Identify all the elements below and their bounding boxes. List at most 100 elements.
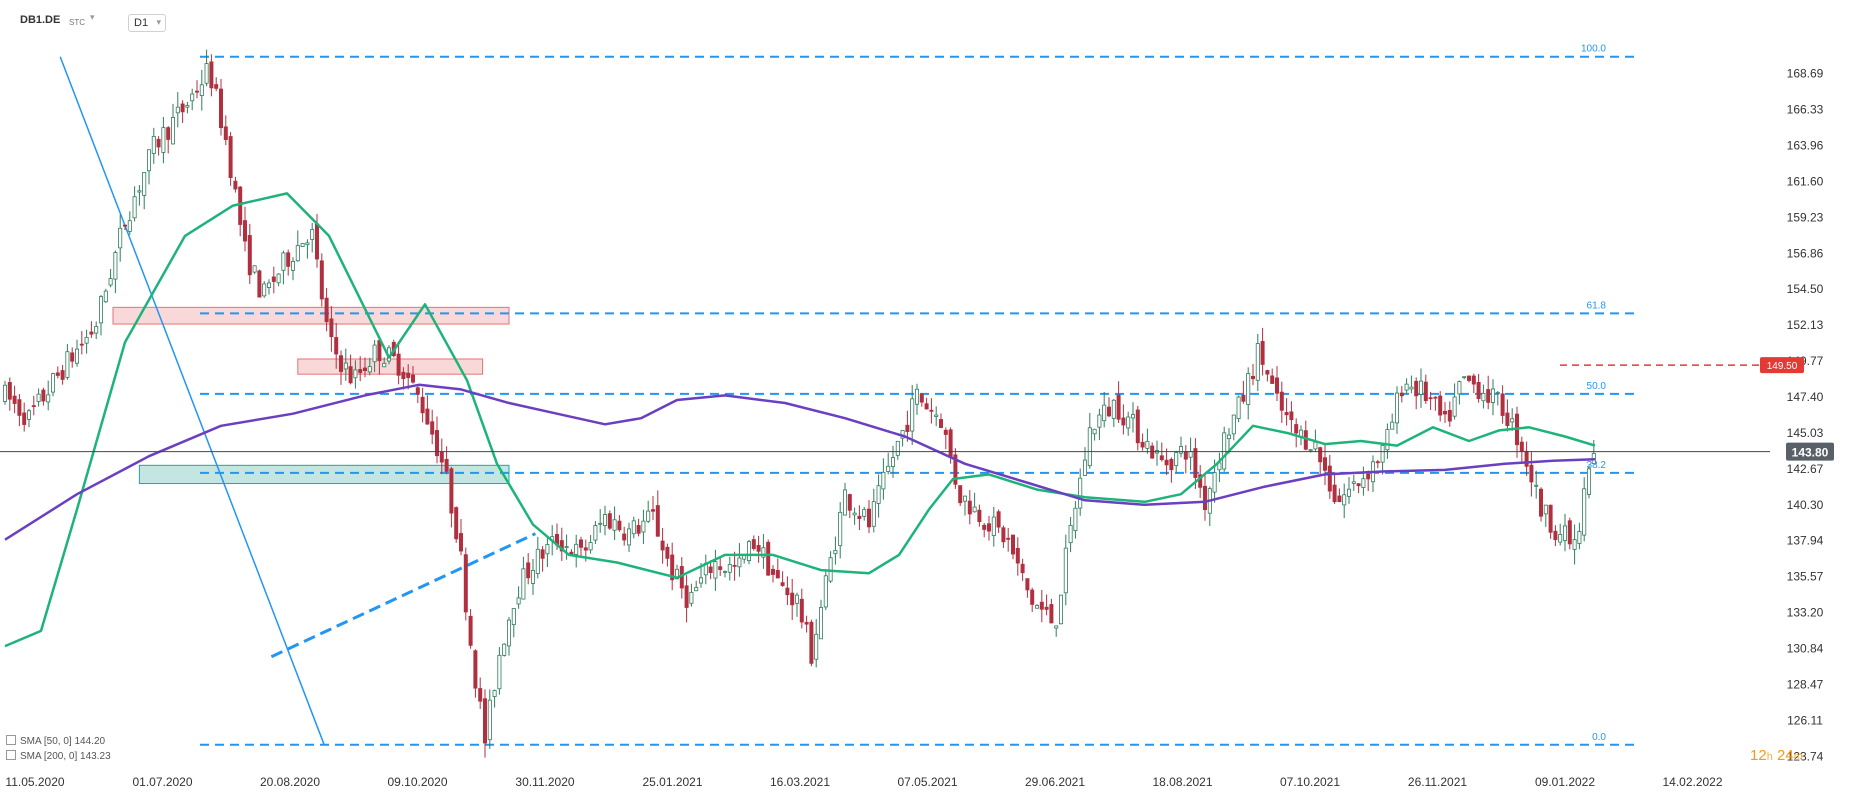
x-axis-tick: 29.06.2021 [1025,775,1085,789]
candle-body [516,597,521,605]
candle-body [343,362,348,370]
symbol-label[interactable]: DB1.DE [20,14,61,26]
candle-body [458,533,463,552]
candle-body [1476,382,1481,399]
candle-body [747,541,752,561]
candle-body [372,344,377,363]
countdown-hours: 12 [1750,747,1767,764]
candle-body [415,387,420,395]
sma200-line[interactable] [4,383,1596,541]
legend-sma200[interactable]: SMA [200, 0] 143.23 [6,750,111,762]
candle-body [113,252,118,280]
sma50-line[interactable] [4,192,1596,648]
candle-body [943,429,948,435]
candle-body [852,512,857,516]
candle-body [1030,589,1035,605]
candle-body [1054,625,1059,629]
instrument-type: STC [69,18,85,27]
candle-body [665,546,670,559]
candle-body [84,336,89,344]
candle-body [1323,457,1328,471]
candle-body [1222,432,1227,470]
candle-body [545,544,550,555]
candle-body [670,554,675,581]
candle-body [1404,383,1409,391]
fib-level-label: 50.0 [1587,381,1607,392]
candle-body [1212,472,1217,493]
candle-body [1462,376,1467,379]
candle-body [1563,525,1568,541]
candle-body [290,260,295,271]
indicator-settings-icon[interactable] [6,735,16,745]
candle-body [1241,394,1246,402]
candle-body [1059,594,1064,625]
countdown-minutes: 24 [1776,747,1794,764]
candle-body [60,370,65,380]
candle-body [79,343,84,346]
candle-body [1111,399,1116,419]
candle-body [1486,389,1491,403]
timeframe-select[interactable]: D1 ▾ [128,14,166,32]
support-zone[interactable] [138,464,510,485]
candle-body [1284,412,1289,416]
timeframe-value: D1 [134,17,149,29]
candle-body [809,621,814,664]
candle-body [1265,370,1270,375]
candle-body [1577,531,1582,544]
candle-body [286,252,291,267]
fib-level-label: 61.8 [1587,300,1607,311]
candle-body [502,643,507,656]
indicator-settings-icon[interactable] [6,750,16,760]
candle-body [329,318,334,338]
candle-body [1145,440,1150,449]
candle-body [1337,495,1342,503]
legend-sma200-value: 143.23 [80,751,111,762]
fib-level-label: 38.2 [1587,460,1607,471]
candle-body [526,562,531,579]
candle-body [94,326,99,334]
candle-body [204,63,209,84]
y-axis-tick: 156.86 [1787,246,1824,260]
x-axis-tick: 09.10.2020 [387,775,447,789]
candle-body [799,598,804,623]
candle-body [727,564,732,573]
candle-body [612,519,617,531]
y-axis-tick: 161.60 [1787,174,1824,188]
y-axis-tick: 142.67 [1787,462,1824,476]
candle-body [1342,494,1347,506]
candle-body [603,514,608,526]
candle-body [166,127,171,140]
uptrend-trendline[interactable] [270,532,537,659]
candle-body [991,516,996,537]
candle-body [175,106,180,114]
candle-body [151,136,156,154]
type-dropdown-chevron-icon[interactable]: ▾ [90,12,95,22]
candle-body [1083,459,1088,476]
y-axis-tick: 159.23 [1787,210,1824,224]
candle-body [281,252,286,271]
legend-sma50[interactable]: SMA [50, 0] 144.20 [6,735,105,747]
candle-body [1049,604,1054,624]
candle-body [910,398,915,432]
candle-body [425,408,430,425]
candle-body [1399,392,1404,397]
candle-body [75,348,80,364]
candle-body [622,533,627,541]
candle-body [531,570,536,584]
candle-body [238,186,243,225]
candle-body [895,440,900,456]
alert-price-badge[interactable] [1760,357,1804,374]
candle-body [506,619,511,647]
candle-body [463,554,468,613]
candle-body [766,541,771,576]
downtrend-trendline[interactable] [59,56,325,746]
candle-body [1289,411,1294,421]
candle-body [1179,446,1184,454]
candle-body [1433,396,1438,399]
candle-body [314,223,319,260]
candle-body [1001,527,1006,543]
candle-body [1495,392,1500,394]
candle-body [1332,484,1337,503]
resistance-zone[interactable] [112,306,510,325]
